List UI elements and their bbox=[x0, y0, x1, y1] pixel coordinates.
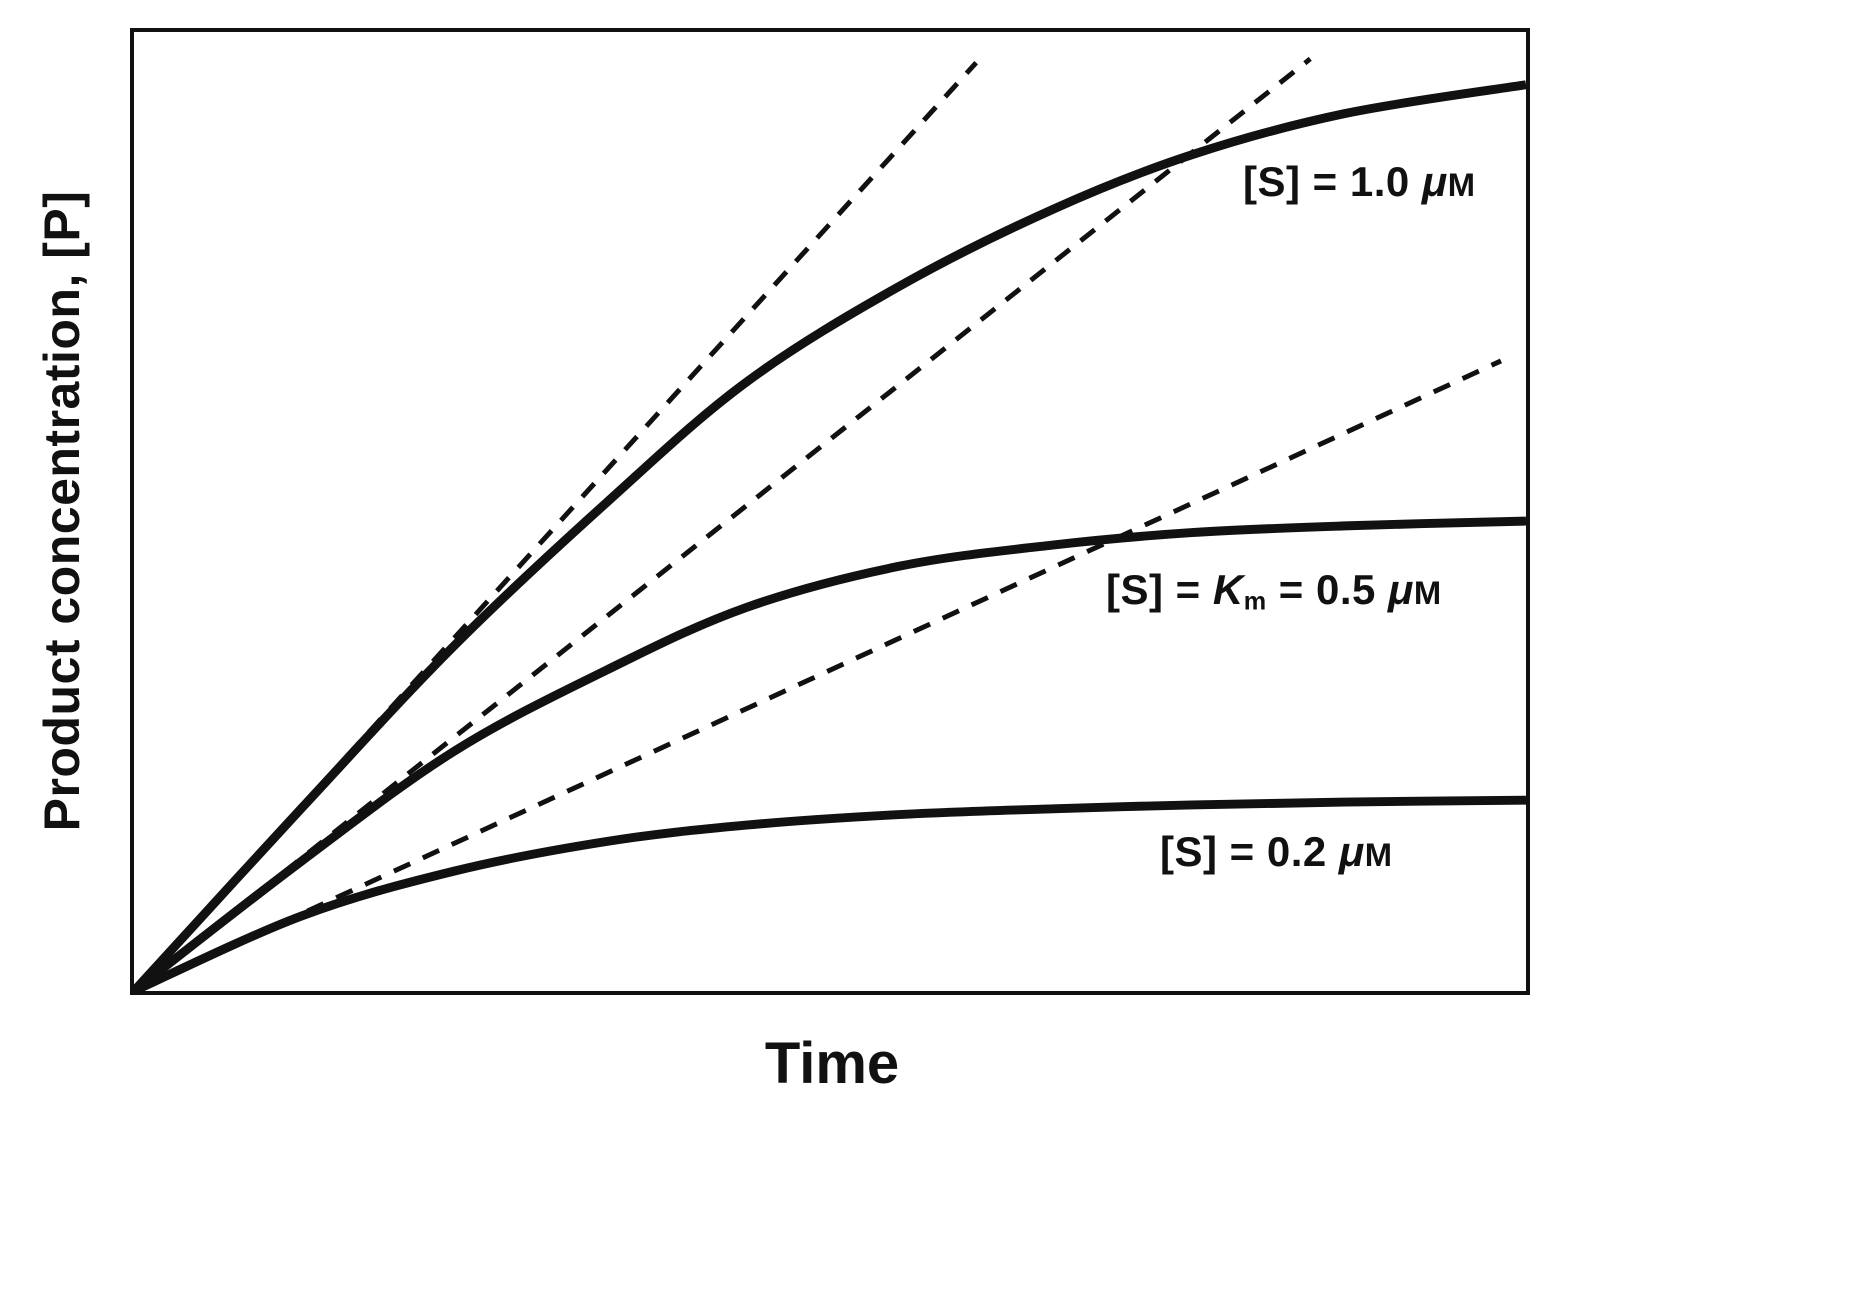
curve-label-s-1.0: [S] = 1.0 μM bbox=[1243, 158, 1476, 206]
curve-label-text: [S] = bbox=[1106, 566, 1213, 613]
molar-unit: M bbox=[1447, 166, 1477, 203]
curve-label-s-km-0.5: [S] = Km = 0.5 μM bbox=[1106, 566, 1442, 617]
curve-label-text: = 0.5 bbox=[1266, 566, 1389, 613]
molar-unit: M bbox=[1413, 574, 1443, 611]
progress-curve-0.5uM bbox=[134, 516, 1526, 991]
mu-symbol: μ bbox=[1388, 566, 1414, 613]
mu-symbol: μ bbox=[1338, 828, 1365, 875]
mu-symbol: μ bbox=[1421, 158, 1448, 205]
x-axis-label: Time bbox=[764, 1031, 900, 1096]
curve-label-text: [S] = 1.0 bbox=[1243, 158, 1422, 205]
progress-curve-1.0uM bbox=[134, 80, 1526, 991]
progress-curve-0.2uM bbox=[134, 795, 1526, 991]
plot-svg bbox=[134, 56, 1526, 991]
curve-label-s-0.2: [S] = 0.2 μM bbox=[1160, 828, 1393, 876]
initial-rate-tangent-0.2uM bbox=[134, 358, 1502, 991]
km-variable: K bbox=[1212, 566, 1244, 613]
molar-unit: M bbox=[1364, 836, 1394, 873]
plot-area bbox=[130, 28, 1530, 995]
curve-label-text: [S] = 0.2 bbox=[1160, 828, 1339, 875]
initial-rate-tangent-0.5uM bbox=[134, 56, 1312, 991]
y-axis-label: Product concentration, [P] bbox=[34, 190, 90, 832]
km-subscript: m bbox=[1243, 587, 1267, 616]
